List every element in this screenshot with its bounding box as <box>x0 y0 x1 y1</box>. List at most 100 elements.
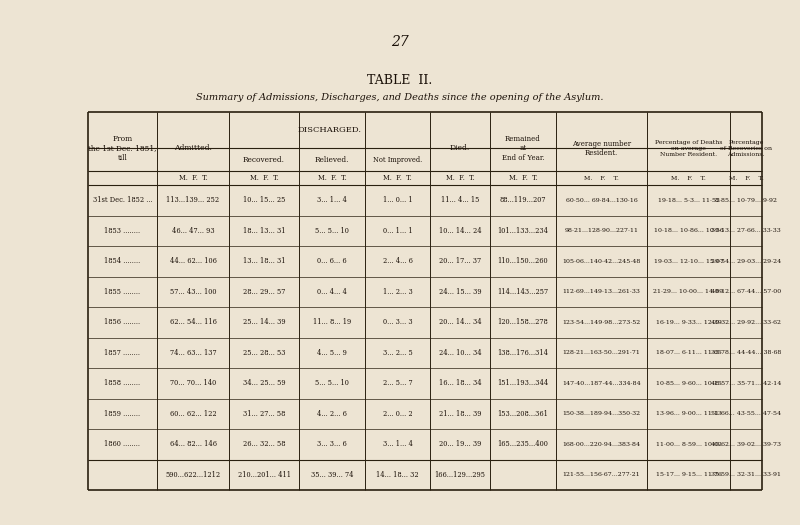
Text: 590...622...1212: 590...622...1212 <box>166 471 221 479</box>
Text: 60... 62... 122: 60... 62... 122 <box>170 410 216 418</box>
Text: 16... 18... 34: 16... 18... 34 <box>438 379 482 387</box>
Text: 34... 25... 59: 34... 25... 59 <box>242 379 286 387</box>
Text: 1... 0... 1: 1... 0... 1 <box>382 196 412 204</box>
Text: 62... 54... 116: 62... 54... 116 <box>170 318 217 326</box>
Text: 70... 70... 140: 70... 70... 140 <box>170 379 216 387</box>
Text: 19·18... 5·3... 11·52: 19·18... 5·3... 11·52 <box>658 198 719 203</box>
Text: Average number
Resident.: Average number Resident. <box>572 140 631 158</box>
Text: 2... 5... 7: 2... 5... 7 <box>382 379 412 387</box>
Text: 1857 ........: 1857 ........ <box>105 349 141 357</box>
Text: 18·07... 6·11... 11·65: 18·07... 6·11... 11·65 <box>656 350 722 355</box>
Text: 120...158...278: 120...158...278 <box>498 318 548 326</box>
Text: 21... 18... 39: 21... 18... 39 <box>438 410 482 418</box>
Text: 10·85... 9·60... 10·15: 10·85... 9·60... 10·15 <box>655 381 722 386</box>
Text: 35·59... 32·31... 33·91: 35·59... 32·31... 33·91 <box>711 472 781 477</box>
Text: 168·00...220·94...383·84: 168·00...220·94...383·84 <box>562 442 641 447</box>
Text: 5... 5... 10: 5... 5... 10 <box>315 379 349 387</box>
Text: 40·32... 29·92... 33·62: 40·32... 29·92... 33·62 <box>711 320 781 325</box>
Text: M.  F.  T.: M. F. T. <box>383 174 412 182</box>
Text: DISCHARGED.: DISCHARGED. <box>298 126 362 134</box>
Text: Percentage of Deaths
on average
Number Resident.: Percentage of Deaths on average Number R… <box>654 140 722 157</box>
Text: 5... 5... 10: 5... 5... 10 <box>315 227 349 235</box>
Text: 1856 ........: 1856 ........ <box>105 318 141 326</box>
Text: 150·38...189·94...350·32: 150·38...189·94...350·32 <box>562 411 641 416</box>
Text: 4... 2... 6: 4... 2... 6 <box>317 410 347 418</box>
Text: 166...129...295: 166...129...295 <box>434 471 486 479</box>
Text: 10... 14... 24: 10... 14... 24 <box>438 227 482 235</box>
Text: 88...119...207: 88...119...207 <box>500 196 546 204</box>
Text: 1860 ........: 1860 ........ <box>105 440 141 448</box>
Text: TABLE  II.: TABLE II. <box>367 74 433 87</box>
Text: M.  F.  T.: M. F. T. <box>318 174 346 182</box>
Text: 2... 4... 6: 2... 4... 6 <box>382 257 413 265</box>
Text: 3... 1... 4: 3... 1... 4 <box>382 440 413 448</box>
Text: 20... 17... 37: 20... 17... 37 <box>439 257 481 265</box>
Text: 11·00... 8·59... 10·02: 11·00... 8·59... 10·02 <box>655 442 722 447</box>
Text: M.    F.    T.: M. F. T. <box>584 175 619 181</box>
Text: 14... 18... 32: 14... 18... 32 <box>376 471 419 479</box>
Text: 39·13... 27·66... 33·33: 39·13... 27·66... 33·33 <box>711 228 781 233</box>
Text: 0... 4... 4: 0... 4... 4 <box>317 288 347 296</box>
Text: 1853 ........: 1853 ........ <box>105 227 141 235</box>
Text: 138...176...314: 138...176...314 <box>498 349 549 357</box>
Text: 153...208...361: 153...208...361 <box>498 410 549 418</box>
Text: 98·21...128·90...227·11: 98·21...128·90...227·11 <box>565 228 638 233</box>
Text: 25... 14... 39: 25... 14... 39 <box>242 318 286 326</box>
Text: 3... 3... 6: 3... 3... 6 <box>317 440 347 448</box>
Text: 60·50... 69·84...130·16: 60·50... 69·84...130·16 <box>566 198 638 203</box>
Text: 210...201... 411: 210...201... 411 <box>238 471 290 479</box>
Text: 128·21...163·50...291·71: 128·21...163·50...291·71 <box>562 350 641 355</box>
Text: 16·19... 9·33... 12·39: 16·19... 9·33... 12·39 <box>655 320 722 325</box>
Text: 0... 6... 6: 0... 6... 6 <box>317 257 347 265</box>
Text: 0... 3... 3: 0... 3... 3 <box>382 318 412 326</box>
Text: 31... 27... 58: 31... 27... 58 <box>243 410 285 418</box>
Text: 2... 0... 2: 2... 0... 2 <box>382 410 412 418</box>
Text: 3... 1... 4: 3... 1... 4 <box>317 196 347 204</box>
Text: 20... 19... 39: 20... 19... 39 <box>439 440 481 448</box>
Text: Died.: Died. <box>450 144 470 152</box>
Text: 33·78... 44·44... 38·68: 33·78... 44·44... 38·68 <box>711 350 781 355</box>
Text: M.  F.  T.: M. F. T. <box>250 174 278 182</box>
Text: 57... 43... 100: 57... 43... 100 <box>170 288 216 296</box>
Text: Admitted.: Admitted. <box>174 144 212 152</box>
Text: Remained
at
End of Year.: Remained at End of Year. <box>502 135 544 162</box>
Text: Recovered.: Recovered. <box>243 155 285 163</box>
Text: 35... 39... 74: 35... 39... 74 <box>310 471 354 479</box>
Text: M.  F.  T.: M. F. T. <box>178 174 207 182</box>
Text: 24... 10... 34: 24... 10... 34 <box>438 349 482 357</box>
Text: 25... 28... 53: 25... 28... 53 <box>242 349 286 357</box>
Text: 13·96... 9·00... 11·13: 13·96... 9·00... 11·13 <box>655 411 722 416</box>
Text: 151...193...344: 151...193...344 <box>498 379 549 387</box>
Text: 1858 ........: 1858 ........ <box>105 379 141 387</box>
Text: 64... 82... 146: 64... 82... 146 <box>170 440 217 448</box>
Text: Not Improved.: Not Improved. <box>373 155 422 163</box>
Text: 101...133...234: 101...133...234 <box>498 227 549 235</box>
Text: 28... 29... 57: 28... 29... 57 <box>243 288 285 296</box>
Text: 105·06...140·42...245·48: 105·06...140·42...245·48 <box>562 259 641 264</box>
Text: 110...150...260: 110...150...260 <box>498 257 548 265</box>
Text: 29·54... 29·03... 29·24: 29·54... 29·03... 29·24 <box>711 259 781 264</box>
Text: 26... 32... 58: 26... 32... 58 <box>242 440 286 448</box>
Text: 46... 47... 93: 46... 47... 93 <box>172 227 214 235</box>
Text: 27: 27 <box>391 35 409 49</box>
Text: 19·03... 12·10... 15·07: 19·03... 12·10... 15·07 <box>654 259 723 264</box>
Text: 20... 14... 34: 20... 14... 34 <box>438 318 482 326</box>
Text: 112·69...149·13...261·33: 112·69...149·13...261·33 <box>562 289 641 294</box>
Text: M.  F.  T.: M. F. T. <box>446 174 474 182</box>
Text: 31st Dec. 1852 ...: 31st Dec. 1852 ... <box>93 196 152 204</box>
Text: 1854 ........: 1854 ........ <box>104 257 141 265</box>
Text: 114...143...257: 114...143...257 <box>498 288 549 296</box>
Text: Summary of Admissions, Discharges, and Deaths since the opening of the Asylum.: Summary of Admissions, Discharges, and D… <box>196 93 604 102</box>
Text: 10... 15... 25: 10... 15... 25 <box>243 196 285 204</box>
Text: 4... 5... 9: 4... 5... 9 <box>317 349 347 357</box>
Text: M.    F.    T.: M. F. T. <box>729 175 763 181</box>
Text: 11... 8... 19: 11... 8... 19 <box>313 318 351 326</box>
Text: M.  F.  T.: M. F. T. <box>509 174 538 182</box>
Text: 44... 62... 106: 44... 62... 106 <box>170 257 217 265</box>
Text: 1859 ........: 1859 ........ <box>105 410 141 418</box>
Text: 3... 2... 5: 3... 2... 5 <box>382 349 412 357</box>
Text: 13... 18... 31: 13... 18... 31 <box>242 257 286 265</box>
Text: 10·18... 10·86... 10·56: 10·18... 10·86... 10·56 <box>654 228 723 233</box>
Text: From
the 1st Dec. 1851,
till: From the 1st Dec. 1851, till <box>88 135 157 162</box>
Text: Relieved.: Relieved. <box>314 155 350 163</box>
